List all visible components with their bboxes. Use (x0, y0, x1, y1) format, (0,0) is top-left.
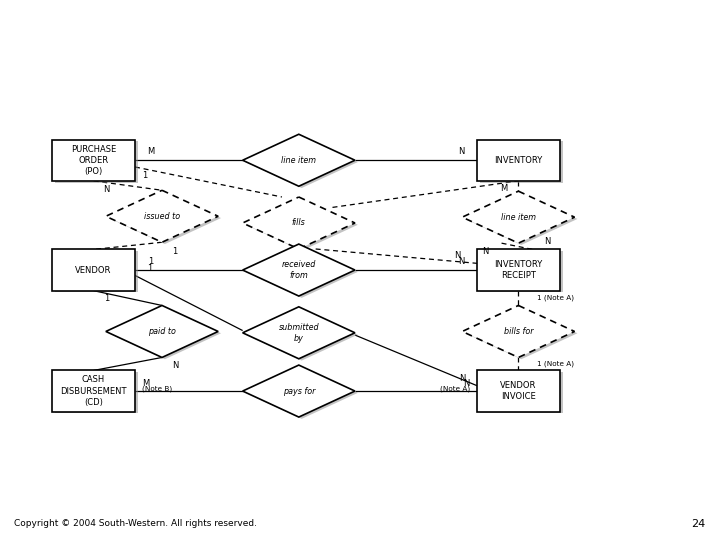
Polygon shape (465, 193, 577, 245)
FancyBboxPatch shape (477, 370, 560, 411)
Text: (Note B): (Note B) (143, 386, 172, 392)
Polygon shape (243, 134, 355, 186)
Text: M: M (147, 147, 155, 156)
Text: N: N (459, 374, 466, 383)
Text: 1: 1 (104, 294, 109, 303)
Polygon shape (462, 306, 575, 357)
Text: 1: 1 (147, 264, 152, 273)
Text: CASH
DISBURSEMENT
(CD): CASH DISBURSEMENT (CD) (60, 375, 127, 407)
Text: 24: 24 (691, 519, 706, 529)
Polygon shape (462, 191, 575, 243)
Text: N: N (172, 361, 178, 370)
FancyBboxPatch shape (477, 140, 560, 181)
FancyBboxPatch shape (480, 141, 563, 183)
Text: N: N (482, 247, 489, 256)
Text: 1: 1 (172, 247, 178, 256)
Text: line item: line item (282, 156, 316, 165)
Polygon shape (246, 246, 358, 298)
Text: N: N (104, 185, 109, 194)
Text: N: N (464, 379, 469, 388)
FancyBboxPatch shape (480, 372, 563, 414)
Text: 1 (Note A): 1 (Note A) (537, 295, 574, 301)
Polygon shape (243, 197, 355, 249)
Text: submitted
by: submitted by (279, 323, 319, 342)
FancyBboxPatch shape (480, 251, 563, 293)
Polygon shape (246, 199, 358, 251)
Text: 1 (Note A): 1 (Note A) (537, 360, 574, 367)
Text: fills: fills (292, 219, 306, 227)
Polygon shape (109, 192, 221, 244)
Polygon shape (246, 136, 358, 188)
Text: N: N (458, 147, 464, 156)
FancyBboxPatch shape (55, 141, 138, 183)
Text: N: N (454, 251, 460, 260)
FancyBboxPatch shape (53, 249, 135, 291)
Text: (Note A): (Note A) (440, 386, 469, 392)
FancyBboxPatch shape (53, 370, 135, 411)
FancyBboxPatch shape (477, 249, 560, 291)
Text: INVENTORY
RECEIPT: INVENTORY RECEIPT (494, 260, 543, 280)
Text: paid to: paid to (148, 327, 176, 336)
Text: INVENTORY: INVENTORY (494, 156, 543, 165)
FancyBboxPatch shape (55, 372, 138, 414)
Text: PURCHASE
ORDER
(PO): PURCHASE ORDER (PO) (71, 145, 116, 176)
Polygon shape (246, 367, 358, 419)
Text: line item: line item (501, 213, 536, 221)
FancyBboxPatch shape (53, 140, 135, 181)
Polygon shape (246, 308, 358, 361)
Text: N: N (544, 237, 550, 246)
Text: issued to: issued to (144, 212, 180, 221)
Polygon shape (106, 190, 218, 242)
Text: VENDOR: VENDOR (76, 266, 112, 274)
Text: M: M (500, 185, 508, 193)
Polygon shape (243, 365, 355, 417)
Text: VENDOR
INVOICE: VENDOR INVOICE (500, 381, 536, 401)
Text: M: M (143, 379, 150, 388)
Polygon shape (106, 306, 218, 357)
Polygon shape (243, 244, 355, 296)
Text: N: N (458, 258, 464, 266)
Text: Entity-Relationship (E-R) Diagram (Partial) for the PtoP Process: Entity-Relationship (E-R) Diagram (Parti… (37, 22, 683, 40)
Text: Copyright © 2004 South-Western. All rights reserved.: Copyright © 2004 South-Western. All righ… (14, 519, 258, 528)
Text: pays for: pays for (283, 387, 315, 396)
Polygon shape (109, 307, 221, 359)
Text: 1: 1 (148, 258, 153, 266)
Text: FIGURE 12.13: FIGURE 12.13 (577, 491, 672, 504)
Polygon shape (243, 307, 355, 359)
FancyBboxPatch shape (55, 251, 138, 293)
Polygon shape (465, 307, 577, 359)
Text: bills for: bills for (504, 327, 533, 336)
Text: received
from: received from (282, 260, 316, 280)
Text: 1: 1 (143, 171, 148, 179)
